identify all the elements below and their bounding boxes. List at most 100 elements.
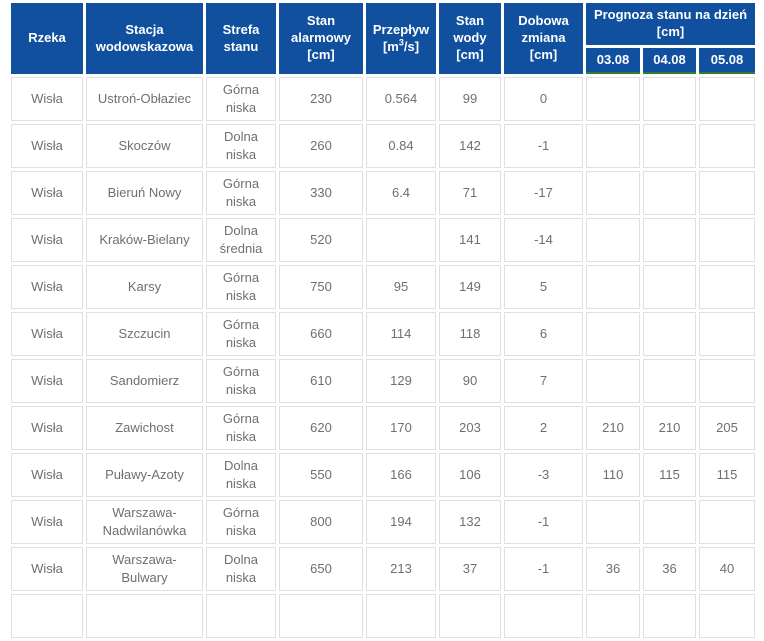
cell-dobowa-zmiana: -14	[504, 218, 583, 262]
cell-przeplyw: 213	[366, 547, 436, 591]
cell-prognoza-0308	[586, 124, 640, 168]
cell-stan-wody: 149	[439, 265, 501, 309]
cell-przeplyw: 166	[366, 453, 436, 497]
cell-prognoza-0308	[586, 594, 640, 638]
col-header-stan-alarmowy: Stan alarmowy [cm]	[279, 3, 363, 74]
cell-stan-wody: 90	[439, 359, 501, 403]
cell-prognoza-0508	[699, 312, 755, 356]
header-row-main: Rzeka Stacja wodowskazowa Strefa stanu S…	[11, 3, 755, 74]
cell-dobowa-zmiana: -3	[504, 453, 583, 497]
table-row: Wisła Karsy Górna niska 750 95 149 5	[11, 265, 755, 309]
cell-stacja-wodowskazowa: Ustroń-Obłaziec	[86, 77, 203, 121]
cell-stan-alarmowy: 660	[279, 312, 363, 356]
cell-strefa-stanu: Dolna niska	[206, 124, 276, 168]
cell-stan-wody: 106	[439, 453, 501, 497]
cell-przeplyw: 0.564	[366, 77, 436, 121]
cell-prognoza-0308	[586, 218, 640, 262]
cell-prognoza-0408	[643, 359, 696, 403]
cell-prognoza-0308	[586, 265, 640, 309]
cell-prognoza-0308: 210	[586, 406, 640, 450]
cell-dobowa-zmiana: 2	[504, 406, 583, 450]
cell-prognoza-0508	[699, 359, 755, 403]
cell-strefa-stanu	[206, 594, 276, 638]
cell-stan-alarmowy: 330	[279, 171, 363, 215]
cell-dobowa-zmiana	[504, 594, 583, 638]
cell-stan-wody: 37	[439, 547, 501, 591]
table-row: Wisła Puławy-Azoty Dolna niska 550 166 1…	[11, 453, 755, 497]
cell-stan-alarmowy: 650	[279, 547, 363, 591]
cell-rzeka	[11, 594, 83, 638]
cell-prognoza-0408	[643, 218, 696, 262]
cell-stan-wody: 141	[439, 218, 501, 262]
col-header-stacja: Stacja wodowskazowa	[86, 3, 203, 74]
cell-strefa-stanu: Górna niska	[206, 171, 276, 215]
cell-prognoza-0308	[586, 500, 640, 544]
cell-prognoza-0408	[643, 171, 696, 215]
cell-przeplyw	[366, 218, 436, 262]
cell-prognoza-0408	[643, 312, 696, 356]
cell-dobowa-zmiana: -17	[504, 171, 583, 215]
cell-prognoza-0508	[699, 594, 755, 638]
hydrology-table-page: { "colors": { "header_blue": "#10509e", …	[11, 3, 755, 638]
cell-stacja-wodowskazowa: Puławy-Azoty	[86, 453, 203, 497]
cell-rzeka: Wisła	[11, 218, 83, 262]
cell-stacja-wodowskazowa: Sandomierz	[86, 359, 203, 403]
przeplyw-label: Przepływ	[372, 21, 430, 37]
col-header-strefa: Strefa stanu	[206, 3, 276, 74]
przeplyw-units-sup: 3	[398, 37, 404, 48]
cell-rzeka: Wisła	[11, 312, 83, 356]
cell-stacja-wodowskazowa	[86, 594, 203, 638]
table-row: Wisła Warszawa-Bulwary Dolna niska 650 2…	[11, 547, 755, 591]
cell-strefa-stanu: Dolna niska	[206, 547, 276, 591]
cell-stan-alarmowy	[279, 594, 363, 638]
header-row-dates: 03.08 04.08 05.08	[11, 48, 755, 74]
cell-dobowa-zmiana: -1	[504, 547, 583, 591]
cell-strefa-stanu: Górna niska	[206, 77, 276, 121]
cell-rzeka: Wisła	[11, 453, 83, 497]
cell-rzeka: Wisła	[11, 171, 83, 215]
cell-stan-alarmowy: 610	[279, 359, 363, 403]
table-row: Wisła Ustroń-Obłaziec Górna niska 230 0.…	[11, 77, 755, 121]
cell-prognoza-0408	[643, 500, 696, 544]
col-header-prognoza-group: Prognoza stanu na dzień [cm]	[586, 3, 755, 45]
cell-przeplyw: 194	[366, 500, 436, 544]
cell-stan-wody: 99	[439, 77, 501, 121]
cell-prognoza-0508: 115	[699, 453, 755, 497]
table-row: Wisła Sandomierz Górna niska 610 129 90 …	[11, 359, 755, 403]
cell-prognoza-0308: 110	[586, 453, 640, 497]
cell-prognoza-0508	[699, 124, 755, 168]
cell-rzeka: Wisła	[11, 265, 83, 309]
cell-przeplyw: 170	[366, 406, 436, 450]
cell-prognoza-0508	[699, 500, 755, 544]
cell-rzeka: Wisła	[11, 547, 83, 591]
table-header: Rzeka Stacja wodowskazowa Strefa stanu S…	[11, 3, 755, 74]
cell-stacja-wodowskazowa: Kraków-Bielany	[86, 218, 203, 262]
cell-prognoza-0408	[643, 265, 696, 309]
cell-strefa-stanu: Górna niska	[206, 312, 276, 356]
cell-dobowa-zmiana: -1	[504, 124, 583, 168]
cell-rzeka: Wisła	[11, 359, 83, 403]
table-row: Wisła Szczucin Górna niska 660 114 118 6	[11, 312, 755, 356]
cell-prognoza-0408: 115	[643, 453, 696, 497]
cell-rzeka: Wisła	[11, 124, 83, 168]
cell-prognoza-0508	[699, 265, 755, 309]
table-row	[11, 594, 755, 638]
cell-przeplyw: 6.4	[366, 171, 436, 215]
cell-rzeka: Wisła	[11, 77, 83, 121]
cell-przeplyw: 0.84	[366, 124, 436, 168]
cell-stan-alarmowy: 230	[279, 77, 363, 121]
cell-strefa-stanu: Górna niska	[206, 359, 276, 403]
cell-stan-alarmowy: 620	[279, 406, 363, 450]
table-body: Wisła Ustroń-Obłaziec Górna niska 230 0.…	[11, 77, 755, 638]
table-row: Wisła Bieruń Nowy Górna niska 330 6.4 71…	[11, 171, 755, 215]
cell-strefa-stanu: Górna niska	[206, 406, 276, 450]
cell-prognoza-0408	[643, 594, 696, 638]
table-row: Wisła Skoczów Dolna niska 260 0.84 142 -…	[11, 124, 755, 168]
cell-rzeka: Wisła	[11, 406, 83, 450]
cell-przeplyw	[366, 594, 436, 638]
przeplyw-units-post: /s]	[403, 38, 420, 54]
cell-stan-alarmowy: 520	[279, 218, 363, 262]
cell-stacja-wodowskazowa: Bieruń Nowy	[86, 171, 203, 215]
cell-prognoza-0308	[586, 171, 640, 215]
col-header-dobowa-zmiana: Dobowa zmiana [cm]	[504, 3, 583, 74]
